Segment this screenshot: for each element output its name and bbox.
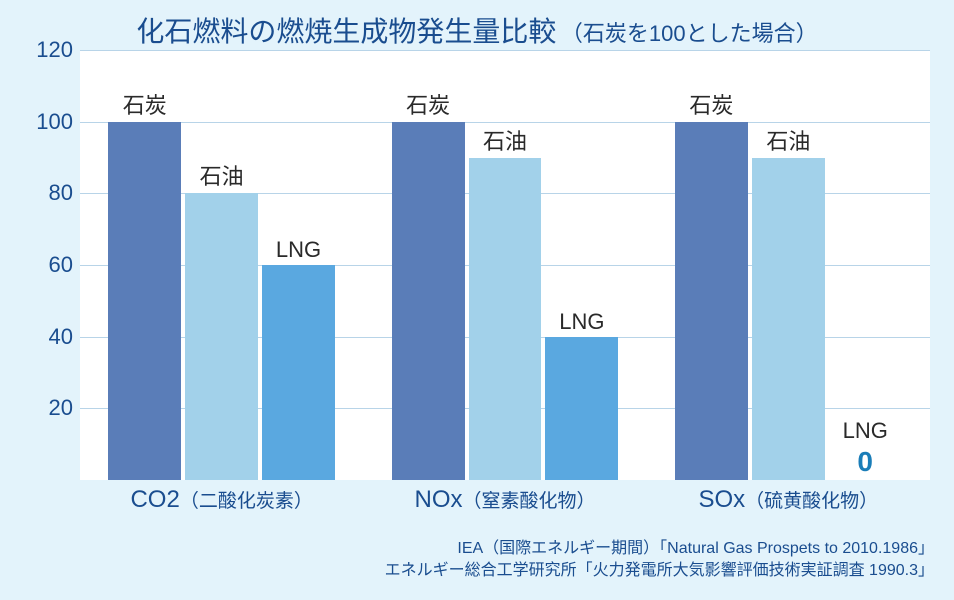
ytick-label: 100 [25,109,73,135]
bar-label: 石油 [766,124,810,156]
x-category-main: NOx [414,486,462,513]
bar [108,122,181,480]
bar [469,158,542,481]
chart-title-main: 化石燃料の燃焼生成物発生量比較 [136,16,556,47]
source-citation: IEA（国際エネルギー期間）「Natural Gas Prospets to 2… [385,538,934,583]
ytick-label: 80 [25,180,73,206]
bar-group: 石炭石油 LNG [108,50,335,480]
zero-value-label: 0 [857,446,873,478]
bar-label: LNG [276,237,321,263]
x-category-sub: （窒素酸化物） [462,491,595,512]
source-line-1: IEA（国際エネルギー期間）「Natural Gas Prospets to 2… [385,538,934,560]
ytick-label: 120 [25,37,73,63]
bar-label: 石油 [200,159,244,191]
source-line-2: エネルギー総合工学研究所「火力発電所大気影響評価技術実証調査 1990.3」 [385,560,934,582]
bar [545,337,618,480]
chart-title-sub: （石炭を100とした場合） [561,21,818,46]
x-category-label: CO2（二酸化炭素） [130,486,312,514]
x-category-label: SOx（硫黄酸化物） [698,486,878,514]
bar-label: 石炭 [123,88,167,120]
ytick-label: 40 [25,324,73,350]
bar-label: LNG [843,418,888,444]
chart-title: 化石燃料の燃焼生成物発生量比較 （石炭を100とした場合） [0,10,954,50]
bar [392,122,465,480]
bar [752,158,825,481]
bar-group: 石炭石油 LNG [392,50,619,480]
bar-label: LNG [559,309,604,335]
x-category-sub: （硫黄酸化物） [745,491,878,512]
x-category-main: SOx [698,486,745,513]
chart-container: 化石燃料の燃焼生成物発生量比較 （石炭を100とした場合） 石炭石油LNG石炭石… [0,0,954,600]
bar-label: 石油 [483,124,527,156]
x-category-label: NOx（窒素酸化物） [414,486,595,514]
bar-label: 石炭 [689,88,733,120]
bar-group: 石炭石油 0LNG [675,50,902,480]
bar [675,122,748,480]
bar [262,265,335,480]
ytick-label: 20 [25,395,73,421]
x-category-main: CO2 [130,486,179,513]
ytick-label: 60 [25,252,73,278]
bar [185,193,258,480]
bar-label: 石炭 [406,88,450,120]
plot-area: 石炭石油LNG石炭石油LNG石炭石油0LNG [80,50,930,480]
x-category-sub: （二酸化炭素） [180,491,313,512]
